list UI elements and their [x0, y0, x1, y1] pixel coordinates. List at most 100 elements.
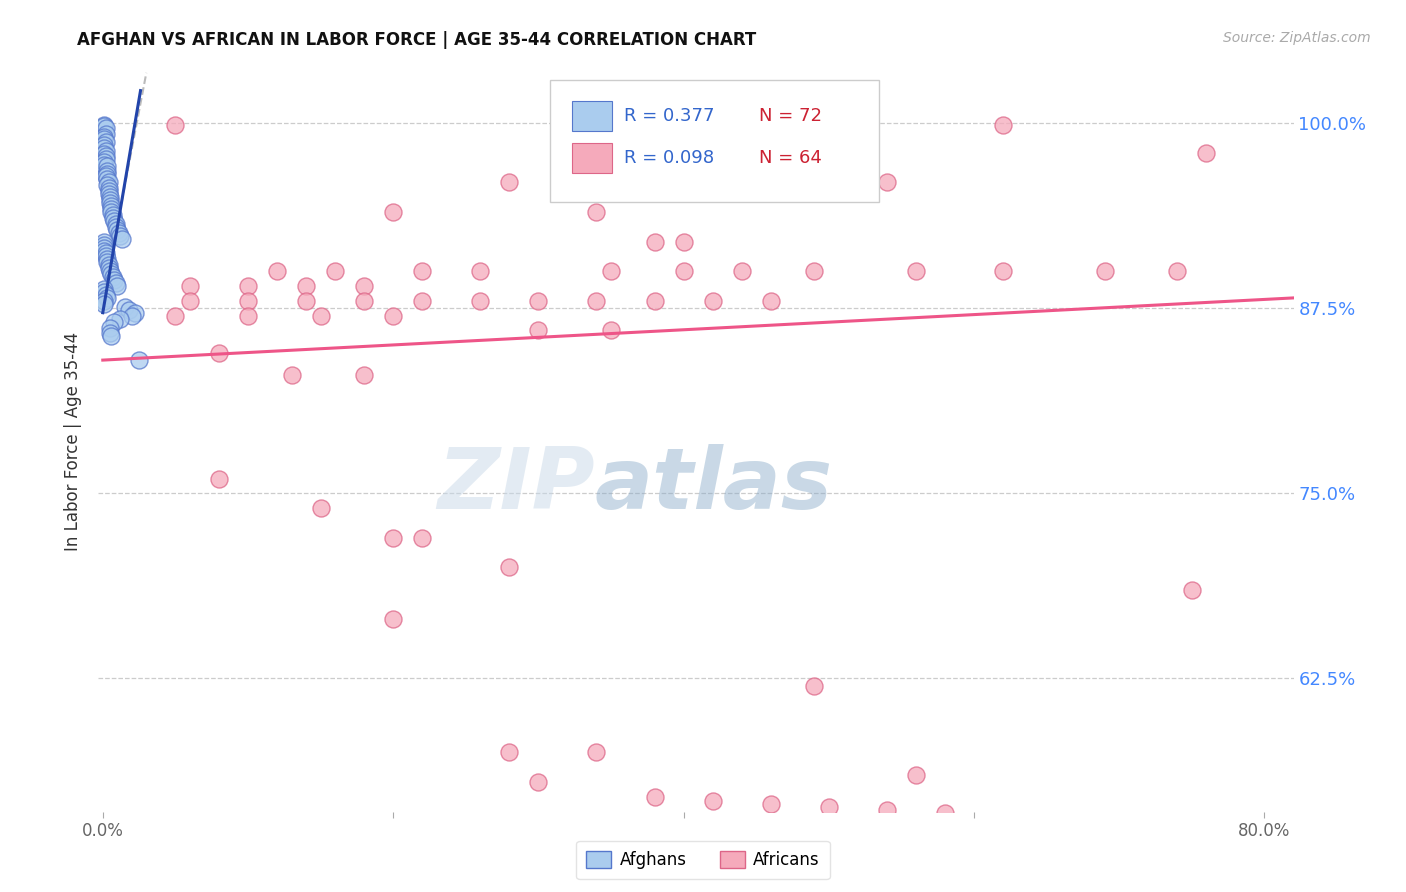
Point	[382, 612, 405, 626]
Point	[470, 293, 492, 308]
Point	[818, 800, 841, 814]
Point	[991, 264, 1014, 278]
Point	[644, 293, 666, 308]
Point	[93, 119, 115, 133]
Point	[100, 267, 122, 281]
Point	[98, 320, 121, 334]
Point	[96, 291, 118, 305]
Point	[93, 147, 115, 161]
Point	[236, 309, 259, 323]
Point	[96, 252, 118, 267]
Point	[96, 163, 118, 178]
Point	[94, 288, 117, 302]
Point	[280, 368, 302, 382]
Legend: Afghans, Africans: Afghans, Africans	[576, 841, 830, 880]
Point	[101, 211, 124, 225]
Point	[382, 205, 405, 219]
Point	[96, 172, 118, 186]
Point	[94, 120, 117, 135]
Point	[498, 560, 520, 574]
Point	[803, 264, 825, 278]
Point	[165, 118, 187, 132]
Point	[236, 279, 259, 293]
Point	[97, 261, 120, 276]
Point	[94, 136, 117, 150]
Point	[1181, 582, 1204, 597]
Point	[93, 132, 115, 146]
Point	[1166, 264, 1188, 278]
Point	[118, 302, 141, 317]
Point	[101, 208, 124, 222]
Text: atlas: atlas	[595, 444, 832, 527]
Point	[934, 806, 956, 821]
Point	[179, 279, 201, 293]
Point	[93, 282, 115, 296]
Text: ZIP: ZIP	[437, 444, 595, 527]
Point	[702, 794, 724, 808]
Text: N = 72: N = 72	[759, 107, 823, 125]
Point	[323, 264, 346, 278]
Point	[94, 249, 117, 264]
Point	[527, 293, 550, 308]
Point	[93, 129, 115, 144]
Point	[103, 214, 125, 228]
Point	[295, 293, 318, 308]
Point	[93, 235, 115, 249]
Point	[94, 149, 117, 163]
Point	[98, 196, 121, 211]
Point	[1094, 264, 1116, 278]
Point	[731, 264, 754, 278]
Point	[93, 158, 115, 172]
Point	[208, 472, 231, 486]
Point	[96, 255, 118, 269]
Point	[600, 324, 623, 338]
Point	[309, 309, 332, 323]
Point	[105, 223, 128, 237]
Point	[94, 152, 117, 166]
Point	[672, 264, 695, 278]
Point	[101, 270, 124, 285]
Point	[124, 306, 146, 320]
Point	[93, 244, 115, 258]
Point	[104, 217, 127, 231]
Point	[527, 324, 550, 338]
FancyBboxPatch shape	[572, 101, 613, 130]
Point	[904, 264, 927, 278]
Point	[98, 193, 121, 207]
Point	[266, 264, 288, 278]
Point	[105, 279, 128, 293]
Point	[411, 531, 433, 545]
Point	[93, 241, 115, 255]
Point	[97, 258, 120, 272]
Point	[96, 167, 118, 181]
Point	[585, 205, 607, 219]
Point	[100, 205, 122, 219]
Point	[93, 237, 115, 252]
Point	[94, 169, 117, 184]
Point	[309, 501, 332, 516]
Point	[108, 311, 131, 326]
Point	[128, 353, 150, 368]
Y-axis label: In Labor Force | Age 35-44: In Labor Force | Age 35-44	[65, 332, 83, 551]
Point	[93, 285, 115, 299]
Text: AFGHAN VS AFRICAN IN LABOR FORCE | AGE 35-44 CORRELATION CHART: AFGHAN VS AFRICAN IN LABOR FORCE | AGE 3…	[77, 31, 756, 49]
Point	[93, 118, 115, 132]
Point	[97, 176, 120, 190]
Text: R = 0.377: R = 0.377	[624, 107, 714, 125]
Point	[104, 276, 127, 290]
Point	[353, 279, 375, 293]
Point	[165, 309, 187, 323]
Point	[672, 235, 695, 249]
Point	[411, 264, 433, 278]
Point	[527, 775, 550, 789]
FancyBboxPatch shape	[572, 144, 613, 173]
Point	[97, 187, 120, 202]
Point	[600, 264, 623, 278]
Point	[382, 309, 405, 323]
Point	[585, 293, 607, 308]
Point	[104, 219, 127, 234]
Text: Source: ZipAtlas.com: Source: ZipAtlas.com	[1223, 31, 1371, 45]
Point	[759, 797, 782, 812]
Point	[470, 264, 492, 278]
Point	[98, 190, 121, 204]
